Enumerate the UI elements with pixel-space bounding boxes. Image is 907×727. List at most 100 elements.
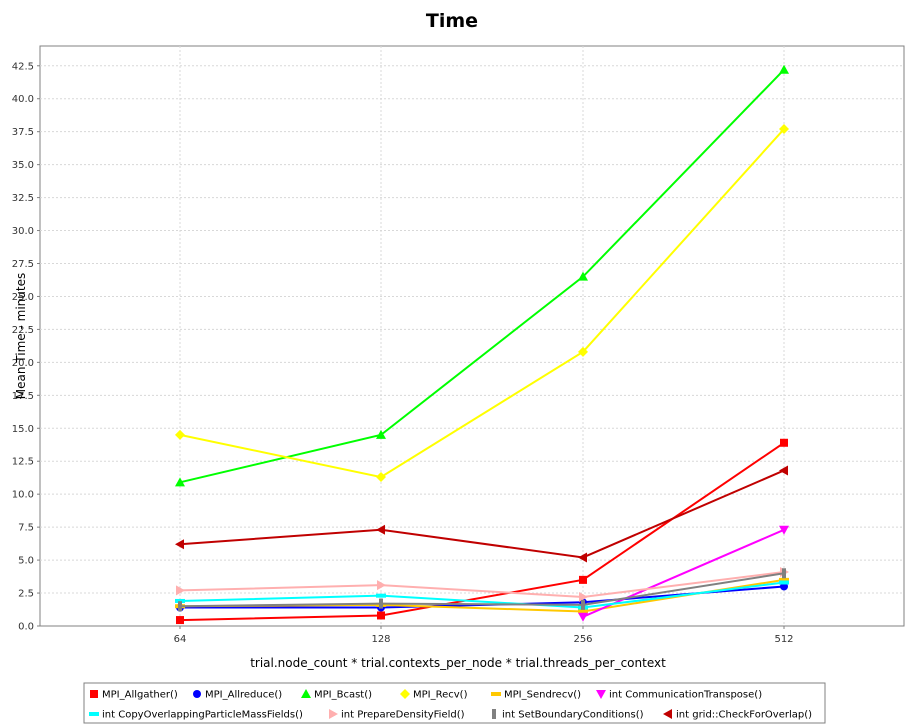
y-tick-label: 12.5 [12,457,34,468]
legend-item: MPI_Allgather() [90,690,178,701]
data-point [175,477,185,487]
y-tick-label: 27.5 [12,259,34,270]
data-point [779,525,789,535]
data-point [376,524,385,535]
data-point [578,609,588,614]
series-line [582,528,785,618]
y-tick-label: 7.5 [18,523,34,534]
data-point [176,585,185,596]
data-point [175,598,185,603]
legend-label: int CommunicationTranspose() [609,690,762,701]
legend-item: MPI_Bcast() [301,689,372,701]
legend-marker [329,709,338,719]
legend-item: MPI_Sendrecv() [491,690,581,701]
series-2 [175,64,789,487]
data-point [178,601,182,612]
y-axis-label: Mean Time - minutes [14,273,28,399]
legend-marker [492,709,496,719]
y-tick-label: 2.5 [18,589,34,600]
y-tick-label: 32.5 [12,193,34,204]
legend-label: MPI_Recv() [413,690,468,701]
series-8 [178,568,786,612]
y-tick-label: 37.5 [12,127,34,138]
data-point [376,472,386,483]
data-point [779,580,789,585]
series-3 [175,124,789,483]
gridlines [40,46,904,626]
series-group [175,64,789,625]
data-point [780,438,788,447]
series-line [179,441,785,622]
legend-label: int grid::CheckForOverlap() [676,710,812,721]
data-point [779,465,788,476]
x-axis-label: trial.node_count * trial.contexts_per_no… [250,656,666,670]
legend: MPI_Allgather() MPI_Allreduce() MPI_Bcast(… [89,689,812,721]
data-point [376,429,386,439]
legend-item: int SetBoundaryConditions() [492,709,644,721]
data-point [779,64,789,74]
data-point [581,599,585,610]
legend-label: int PrepareDensityField() [341,710,465,721]
series-line [179,469,785,559]
legend-label: MPI_Bcast() [314,690,372,701]
y-tick-label: 42.5 [12,61,34,72]
legend-label: MPI_Sendrecv() [504,690,581,701]
y-tick-label: 15.0 [12,424,34,435]
data-point [782,568,786,579]
data-point [377,611,385,620]
data-point [175,539,184,550]
y-axis-ticks: 0.0 2.5 5.0 7.5 10.0 12.5 15.0 17.5 20.0 22.5 25.0… [12,61,40,633]
legend-box [83,682,826,724]
data-point [175,429,185,440]
data-point [579,575,587,584]
x-tick-label: 512 [774,634,793,645]
legend-item: int grid::CheckForOverlap() [663,709,812,721]
data-point [579,592,588,602]
series-line [179,570,785,599]
y-tick-label: 10.0 [12,490,34,501]
legend-marker [193,690,201,698]
y-tick-label: 5.0 [18,556,34,567]
y-tick-label: 0.0 [18,622,34,633]
series-5 [578,525,789,622]
series-line [179,128,785,479]
legend-item: MPI_Recv() [400,689,468,701]
legend-marker [663,709,672,719]
legend-item: MPI_Allreduce() [193,690,282,701]
plot-area [39,45,905,627]
x-tick-label: 64 [174,634,187,645]
legend-marker [491,692,501,696]
legend-marker [301,689,311,698]
legend-marker [89,712,99,716]
series-line [179,69,785,484]
chart-title: Time [426,10,478,32]
data-point [376,593,386,598]
y-tick-label: 30.0 [12,226,34,237]
legend-item: int CopyOverlappingParticleMassFields() [89,710,303,721]
legend-marker [90,690,98,698]
series-0 [176,438,788,625]
y-tick-label: 35.0 [12,160,34,171]
y-tick-label: 22.5 [12,325,34,336]
series-line [179,581,785,609]
x-tick-label: 128 [371,634,390,645]
data-point [578,346,588,357]
legend-item: int PrepareDensityField() [329,709,465,721]
y-tick-label: 20.0 [12,358,34,369]
y-tick-label: 40.0 [12,94,34,105]
legend-marker [596,690,606,699]
data-point [578,612,588,622]
data-point [176,616,184,625]
y-tick-label: 25.0 [12,292,34,303]
data-point [379,598,383,609]
data-point [578,552,587,563]
legend-item: int CommunicationTranspose() [596,690,762,701]
legend-label: MPI_Allreduce() [205,690,282,701]
x-axis-ticks: 64 128 256 512 [174,626,794,645]
data-point [377,580,386,591]
y-tick-label: 17.5 [12,391,34,402]
series-line [179,572,785,608]
legend-label: int CopyOverlappingParticleMassFields() [102,710,303,721]
legend-label: int SetBoundaryConditions() [502,710,644,721]
